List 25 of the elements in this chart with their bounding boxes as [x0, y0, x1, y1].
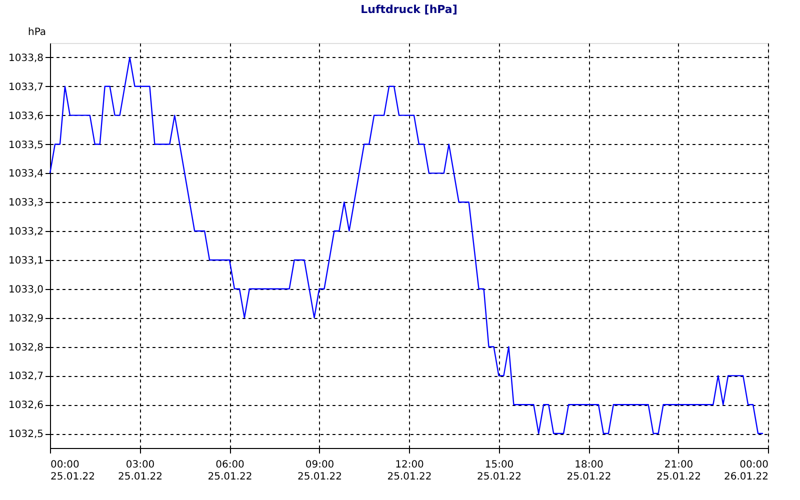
- y-tick-label: 1033,3: [8, 198, 44, 209]
- x-tick-label: 12:00 25.01.22: [387, 460, 432, 482]
- x-tick-label: 00:00 26.01.22: [724, 460, 768, 482]
- x-tick-label: 18:00 25.01.22: [566, 460, 612, 482]
- y-tick-label: 1033,1: [8, 255, 44, 266]
- y-tick-label: 1033,2: [8, 226, 44, 238]
- y-tick-label: 1032,7: [8, 371, 44, 382]
- y-tick-label: 1032,9: [8, 313, 44, 324]
- y-tick-label: 1032,5: [8, 429, 44, 440]
- y-axis-title: hPa: [28, 27, 46, 38]
- chart-title: Luftdruck [hPa]: [360, 3, 458, 16]
- y-tick-label: 1032,6: [8, 400, 44, 412]
- x-tick-label: 06:00 25.01.22: [208, 460, 252, 482]
- y-tick-label: 1032,8: [8, 342, 44, 354]
- y-tick-label: 1033,5: [8, 140, 44, 151]
- y-tick-label: 1033,4: [8, 168, 44, 180]
- y-tick-label: 1033,0: [8, 284, 44, 296]
- y-tick-label: 1033,8: [8, 52, 44, 64]
- y-tick-label: 1033,6: [8, 110, 44, 122]
- x-tick-label: 00:00 25.01.22: [50, 460, 96, 482]
- x-tick-label: 21:00 25.01.22: [656, 460, 702, 482]
- x-tick-label: 09:00 25.01.22: [297, 460, 342, 482]
- x-tick-label: 15:00 25.01.22: [476, 460, 522, 482]
- y-tick-label: 1033,7: [8, 82, 44, 93]
- x-tick-label: 03:00 25.01.22: [118, 460, 163, 482]
